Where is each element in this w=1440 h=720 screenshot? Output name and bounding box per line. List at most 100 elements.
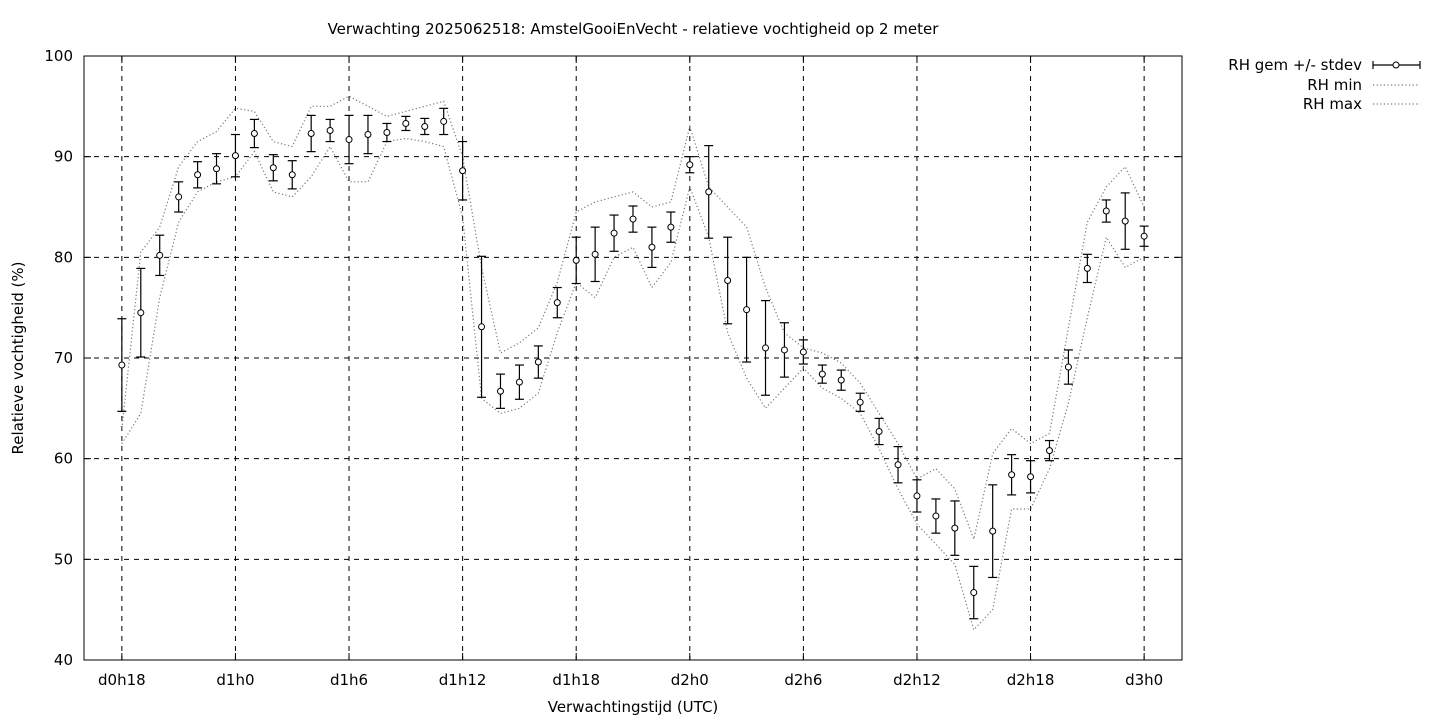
y-tick-label: 100 — [44, 47, 73, 65]
y-tick-label: 60 — [54, 450, 73, 468]
data-point — [931, 498, 941, 534]
mean-marker — [553, 299, 561, 307]
mean-marker — [534, 358, 542, 366]
data-point — [212, 153, 222, 185]
mean-marker — [856, 398, 864, 406]
data-point — [666, 211, 676, 243]
mean-marker — [1008, 471, 1016, 479]
mean-marker — [1064, 363, 1072, 371]
data-point — [477, 255, 487, 398]
data-point — [136, 267, 146, 358]
mean-marker — [459, 167, 467, 175]
mean-marker — [496, 387, 504, 395]
data-point — [344, 114, 354, 165]
x-tick-label: d1h6 — [330, 671, 368, 689]
x-tick-label: d3h0 — [1125, 671, 1163, 689]
mean-marker — [269, 164, 277, 172]
data-point — [230, 133, 240, 178]
mean-marker — [780, 346, 788, 354]
data-point — [117, 318, 127, 412]
y-tick-label: 70 — [54, 349, 73, 367]
mean-marker — [345, 136, 353, 144]
data-point — [893, 445, 903, 484]
data-point — [458, 140, 468, 201]
data-point — [287, 160, 297, 190]
data-point — [552, 286, 562, 319]
data-point — [1082, 253, 1092, 284]
data-point — [817, 364, 827, 384]
mean-marker — [762, 344, 770, 352]
mean-marker — [951, 524, 959, 532]
series-layer — [117, 95, 1149, 631]
x-tick-label: d1h12 — [439, 671, 487, 689]
mean-marker — [326, 126, 334, 134]
mean-marker — [1083, 264, 1091, 272]
data-point — [495, 373, 505, 409]
mean-marker — [515, 378, 523, 386]
x-tick-label: d1h0 — [216, 671, 254, 689]
data-point — [912, 479, 922, 513]
mean-marker — [440, 117, 448, 125]
data-point — [1063, 349, 1073, 385]
data-point — [704, 144, 714, 239]
mean-marker — [175, 193, 183, 201]
mean-marker — [629, 215, 637, 223]
y-tick-label: 80 — [54, 248, 73, 266]
data-point — [268, 154, 278, 182]
mean-marker — [137, 309, 145, 317]
mean-marker — [648, 243, 656, 251]
data-point — [628, 205, 638, 233]
x-tick-label: d1h18 — [552, 671, 600, 689]
data-point — [1044, 439, 1054, 462]
data-point — [950, 500, 960, 556]
data-point — [306, 114, 316, 153]
data-point — [761, 300, 771, 396]
legend-label: RH gem +/- stdev — [1228, 56, 1362, 74]
data-point — [798, 339, 808, 365]
data-point — [855, 392, 865, 412]
mean-marker — [724, 276, 732, 284]
data-point — [742, 256, 752, 363]
mean-marker — [1121, 217, 1129, 225]
mean-marker — [591, 250, 599, 258]
data-point — [420, 117, 430, 136]
mean-marker — [118, 361, 126, 369]
data-point — [363, 114, 373, 155]
x-tick-label: d2h6 — [784, 671, 822, 689]
mean-marker — [932, 512, 940, 520]
mean-marker — [913, 492, 921, 500]
legend-label: RH min — [1307, 76, 1362, 94]
mean-marker — [970, 589, 978, 597]
data-point — [779, 322, 789, 378]
data-point — [571, 236, 581, 285]
data-point — [836, 369, 846, 391]
mean-marker — [837, 376, 845, 384]
data-point — [174, 181, 184, 213]
data-point — [609, 214, 619, 252]
data-point — [1026, 460, 1036, 494]
data-point — [969, 565, 979, 620]
data-point — [874, 417, 884, 446]
grid-layer — [84, 56, 1182, 660]
mean-marker — [799, 348, 807, 356]
data-point — [1101, 199, 1111, 223]
mean-marker — [213, 165, 221, 173]
tick-layer: 40 50 60 70 80 90 100 d0h18 d1h0 d1h6 d1h12 d1h18 d2… — [44, 47, 1182, 689]
x-tick-label: d2h18 — [1007, 671, 1055, 689]
mean-marker — [610, 229, 618, 237]
data-point — [723, 236, 733, 325]
mean-marker — [1140, 232, 1148, 240]
mean-marker — [364, 131, 372, 139]
legend-swatch-marker — [1392, 61, 1400, 69]
mean-marker — [156, 251, 164, 259]
mean-marker — [307, 130, 315, 138]
data-point — [155, 234, 165, 277]
x-tick-label: d0h18 — [98, 671, 146, 689]
data-point — [647, 226, 657, 268]
y-tick-label: 40 — [54, 651, 73, 669]
mean-marker — [572, 256, 580, 264]
x-tick-label: d2h12 — [893, 671, 941, 689]
data-point — [401, 115, 411, 132]
